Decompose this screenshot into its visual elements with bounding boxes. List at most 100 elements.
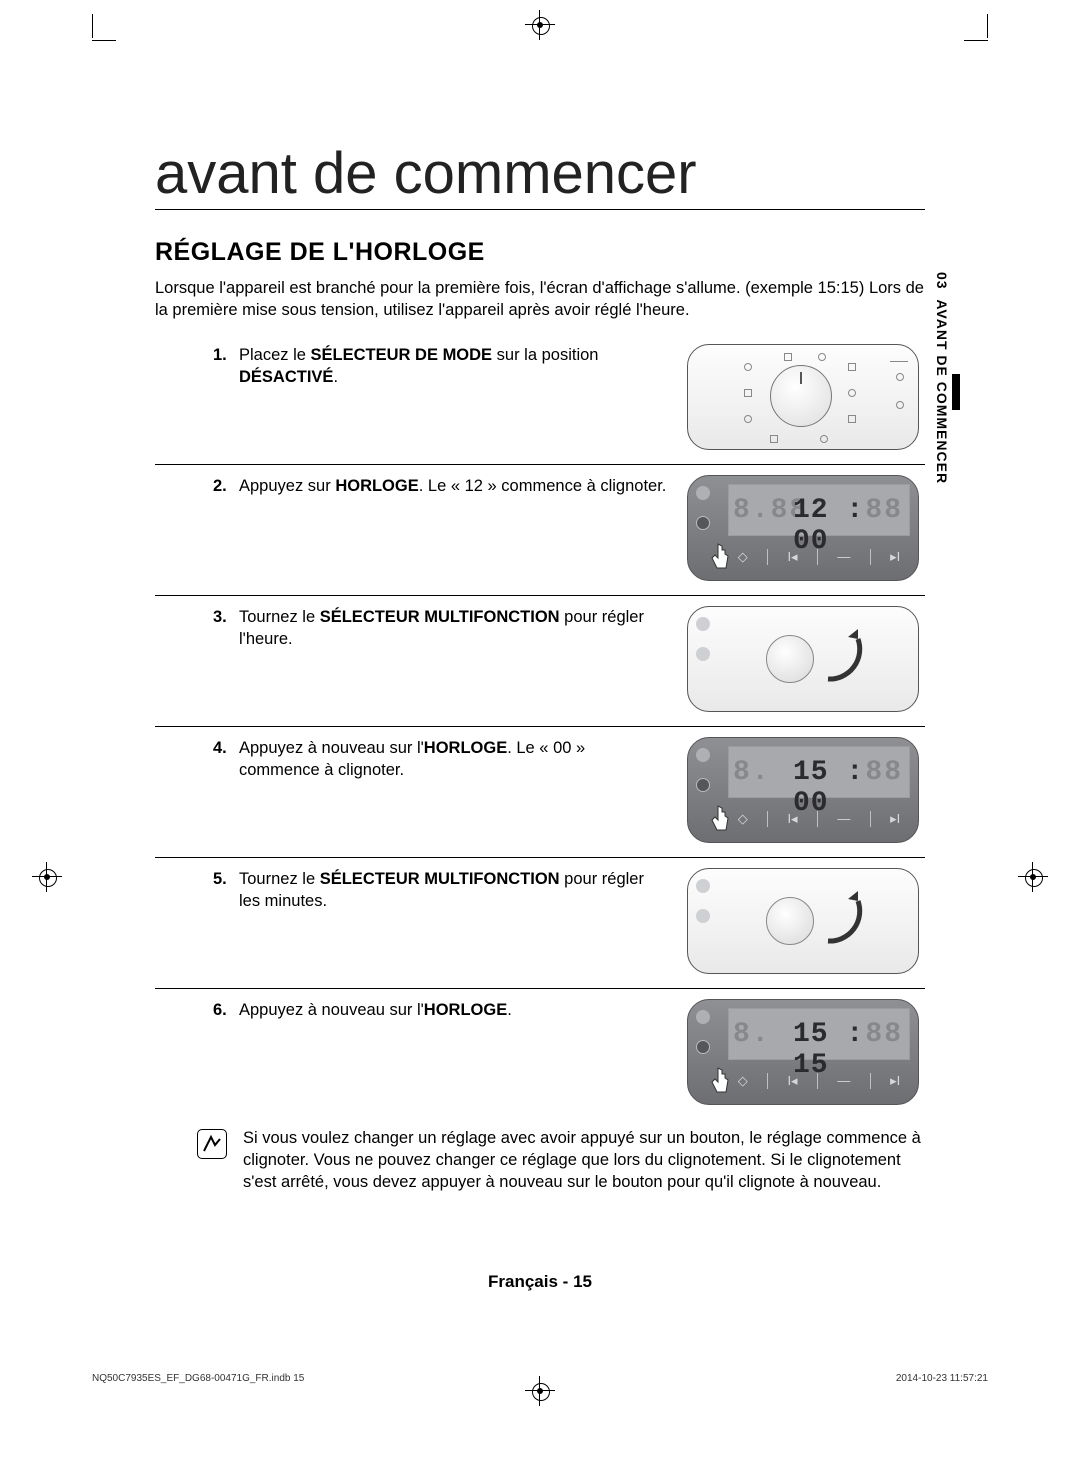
bottom-bar-icon: ◇ I◂ — ▸I <box>728 542 910 572</box>
button-icon <box>696 879 710 893</box>
step-number: 5. <box>213 868 239 913</box>
lcd-display-icon: 8. 15 : 00 88 <box>728 746 910 798</box>
intro-text: Lorsque l'appareil est branché pour la p… <box>155 277 925 322</box>
symbol-icon: — <box>837 549 850 564</box>
step-figure: 8. 15 : 15 88 ◇ I◂ — ▸I <box>687 999 925 1111</box>
multi-knob-icon <box>766 897 814 945</box>
registration-mark-icon <box>36 866 58 888</box>
display-panel-icon: 8.88 12 : 00 88 ◇ I◂ — ▸I <box>687 475 919 581</box>
button-icon <box>896 401 904 409</box>
knob-panel-icon <box>687 868 919 974</box>
step-body: Appuyez à nouveau sur l'HORLOGE. Le « 00… <box>239 737 669 782</box>
step-body: Appuyez à nouveau sur l'HORLOGE. <box>239 999 512 1021</box>
lcd-display-icon: 8.88 12 : 00 88 <box>728 484 910 536</box>
step-text: 2. Appuyez sur HORLOGE. Le « 12 » commen… <box>155 475 687 497</box>
lcd-ghost: 88 <box>865 495 903 526</box>
button-icon <box>696 1010 710 1024</box>
section-tab-indicator <box>952 374 960 410</box>
step-figure: 8. 15 : 00 88 ◇ I◂ — ▸I <box>687 737 925 849</box>
button-icon <box>696 486 710 500</box>
note-icon <box>197 1129 227 1159</box>
mode-icon <box>744 389 752 397</box>
button-icon <box>696 909 710 923</box>
mode-icon <box>848 389 856 397</box>
symbol-icon: ▸I <box>890 811 900 827</box>
mode-icon <box>770 435 778 443</box>
symbol-icon: I◂ <box>787 1073 797 1089</box>
lcd-ghost: 8. <box>733 1019 771 1050</box>
button-icon <box>696 748 710 762</box>
clock-button-icon <box>696 1040 710 1054</box>
step-row: 5. Tournez le SÉLECTEUR MULTIFONCTION po… <box>155 858 925 989</box>
section-tab-label: 03 AVANT DE COMMENCER <box>928 268 950 558</box>
section-tab-number: 03 <box>934 272 950 290</box>
rotate-arrow-icon <box>808 883 878 953</box>
step-text: 5. Tournez le SÉLECTEUR MULTIFONCTION po… <box>155 868 687 913</box>
symbol-icon: I◂ <box>787 549 797 565</box>
button-icon <box>696 647 710 661</box>
oven-panel-icon <box>687 344 919 450</box>
mode-knob-icon <box>770 365 832 427</box>
footer-language: Français - <box>488 1272 573 1291</box>
intro-line: Lorsque l'appareil est branché pour la p… <box>155 279 864 297</box>
registration-mark-icon <box>1022 866 1044 888</box>
step-body: Placez le SÉLECTEUR DE MODE sur la posit… <box>239 344 669 389</box>
step-text: 6. Appuyez à nouveau sur l'HORLOGE. <box>155 999 687 1021</box>
steps-list: 1. Placez le SÉLECTEUR DE MODE sur la po… <box>155 334 925 1194</box>
lcd-ghost: 88 <box>865 1019 903 1050</box>
bottom-bar-icon: ◇ I◂ — ▸I <box>728 804 910 834</box>
button-icon <box>696 617 710 631</box>
page-footer-center: Français - 15 <box>0 1272 1080 1292</box>
step-text: 1. Placez le SÉLECTEUR DE MODE sur la po… <box>155 344 687 389</box>
note-row: Si vous voulez changer un réglage avec a… <box>155 1119 925 1194</box>
step-figure: 8.88 12 : 00 88 ◇ I◂ — ▸I <box>687 475 925 587</box>
page-content: avant de commencer RÉGLAGE DE L'HORLOGE … <box>155 140 925 1193</box>
clock-button-icon <box>696 778 710 792</box>
hand-pointer-icon <box>706 542 736 576</box>
mode-icon <box>744 415 752 423</box>
note-text: Si vous voulez changer un réglage avec a… <box>243 1127 925 1194</box>
lcd-display-icon: 8. 15 : 15 88 <box>728 1008 910 1060</box>
knob-panel-icon <box>687 606 919 712</box>
manual-page: 03 AVANT DE COMMENCER avant de commencer… <box>0 0 1080 1472</box>
crop-mark <box>92 14 93 38</box>
display-panel-icon: 8. 15 : 15 88 ◇ I◂ — ▸I <box>687 999 919 1105</box>
registration-mark-icon <box>529 1380 551 1402</box>
mode-icon <box>848 415 856 423</box>
symbol-icon: I◂ <box>787 811 797 827</box>
section-tab: 03 AVANT DE COMMENCER <box>928 268 960 558</box>
symbol-icon: ◇ <box>738 811 748 827</box>
mode-icon <box>784 353 792 361</box>
step-row: 4. Appuyez à nouveau sur l'HORLOGE. Le «… <box>155 727 925 858</box>
step-row: 3. Tournez le SÉLECTEUR MULTIFONCTION po… <box>155 596 925 727</box>
step-row: 1. Placez le SÉLECTEUR DE MODE sur la po… <box>155 334 925 465</box>
side-buttons-icon <box>696 879 714 963</box>
step-figure <box>687 606 925 718</box>
lcd-ghost: 88 <box>865 757 903 788</box>
step-body: Tournez le SÉLECTEUR MULTIFONCTION pour … <box>239 606 669 651</box>
symbol-icon: ▸I <box>890 549 900 565</box>
step-figure <box>687 868 925 980</box>
footer-page-number: 15 <box>573 1272 592 1291</box>
mode-icon <box>818 353 826 361</box>
step-number: 1. <box>213 344 239 389</box>
step-number: 3. <box>213 606 239 651</box>
rotate-arrow-icon <box>808 621 878 691</box>
side-buttons-icon <box>696 617 714 701</box>
symbol-icon: ◇ <box>738 549 748 565</box>
section-tab-text: AVANT DE COMMENCER <box>934 299 950 484</box>
display-panel-icon: 8. 15 : 00 88 ◇ I◂ — ▸I <box>687 737 919 843</box>
lcd-ghost: 8. <box>733 757 771 788</box>
step-body: Tournez le SÉLECTEUR MULTIFONCTION pour … <box>239 868 669 913</box>
page-footer-right: 2014-10-23 11:57:21 <box>896 1373 988 1384</box>
step-text: 3. Tournez le SÉLECTEUR MULTIFONCTION po… <box>155 606 687 651</box>
section-title: RÉGLAGE DE L'HORLOGE <box>155 238 925 267</box>
mode-icon <box>744 363 752 371</box>
button-icon <box>896 373 904 381</box>
hand-pointer-icon <box>706 1066 736 1100</box>
registration-mark-icon <box>529 14 551 36</box>
step-row: 2. Appuyez sur HORLOGE. Le « 12 » commen… <box>155 465 925 596</box>
crop-mark <box>987 14 988 38</box>
bottom-bar-icon: ◇ I◂ — ▸I <box>728 1066 910 1096</box>
clock-button-icon <box>696 516 710 530</box>
